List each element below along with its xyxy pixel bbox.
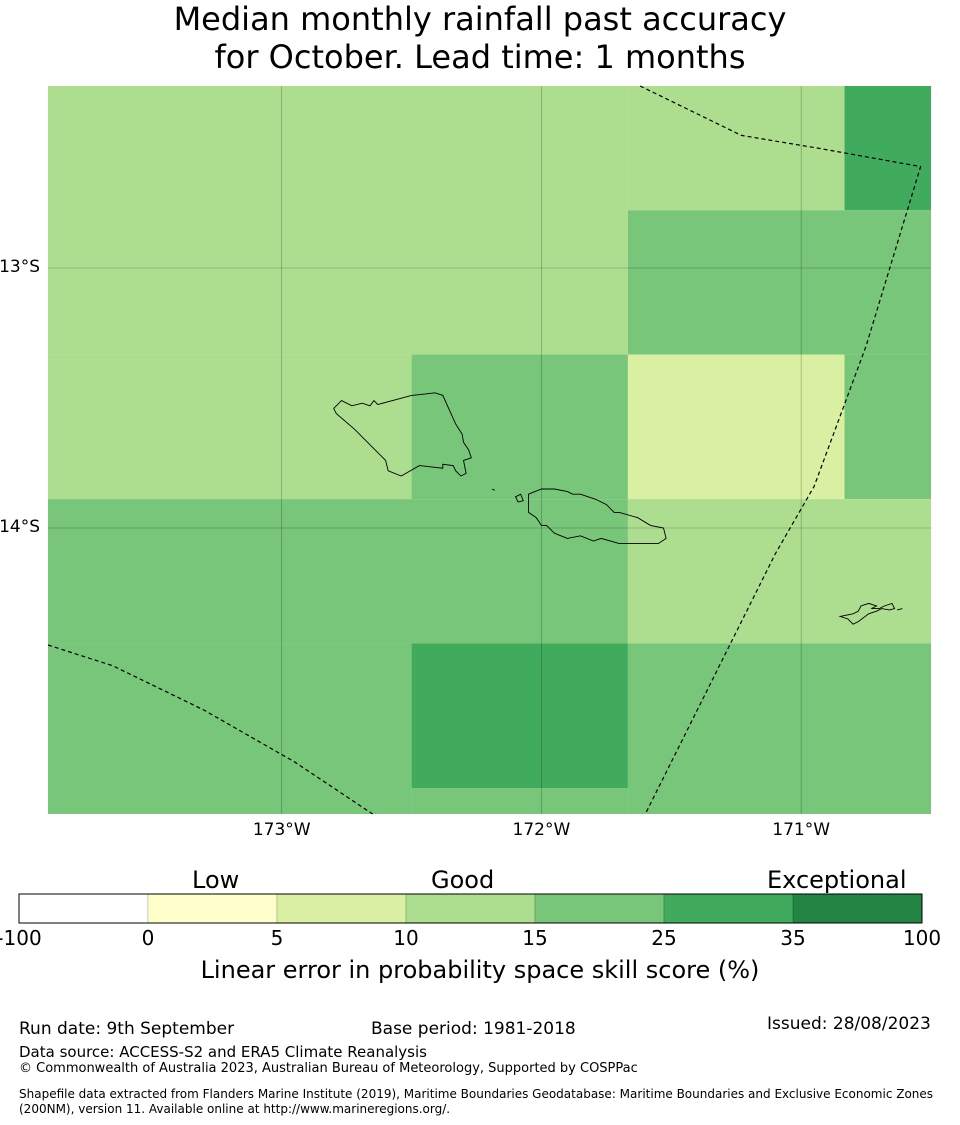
colorbar-swatch-0 [18,893,149,924]
shapefile-credit-line-1: Shapefile data extracted from Flanders M… [19,1087,934,1101]
colorbar-swatch-3 [405,893,536,924]
skill-cell-11 [411,643,628,788]
skill-cell-3 [627,210,931,355]
colorbar-swatch-2 [276,893,407,924]
eez-boundaries [47,85,922,815]
skill-cell-5 [411,354,628,500]
skill-cell-2 [844,86,931,211]
skill-cell-7 [844,354,931,500]
island-aunuu [897,608,903,611]
skill-cell-4 [48,354,412,500]
colorbar-tick-label: 35 [780,926,806,950]
colorbar-tick-label: 0 [141,926,155,950]
skill-grid [48,86,931,814]
skill-cell-12 [411,788,628,814]
island-apolima [514,493,524,503]
skill-cell-13 [627,643,931,814]
lon-tick-171w: 171°W [772,820,831,840]
colorbar-category-good: Good [431,866,495,894]
title-line-1: Median monthly rainfall past accuracy [173,0,787,38]
colorbar-tick-label: 15 [522,926,548,950]
colorbar-tick-label: 25 [651,926,677,950]
skill-cell-1 [627,86,845,211]
colorbar-tick-label: 100 [902,926,942,950]
skill-cell-9 [627,499,931,644]
skill-cell-8 [48,499,628,644]
colorbar-category-low: Low [192,866,240,894]
eez-boundary-1 [47,644,373,815]
lon-tick-172w: 172°W [512,820,571,840]
island-upolu [528,488,667,545]
graticule [48,86,931,814]
issued-date: Issued: 28/08/2023 [767,1014,931,1034]
shapefile-credit-line-2: (200NM), version 11. Available online at… [19,1102,451,1116]
skill-cell-6 [627,354,845,500]
colorbar-swatch-1 [147,893,278,924]
colorbar-swatch-4 [534,893,665,924]
copyright: © Commonwealth of Australia 2023, Austra… [19,1061,638,1076]
data-source: Data source: ACCESS-S2 and ERA5 Climate … [19,1043,427,1061]
island-savaii [333,392,472,477]
colorbar-label: Linear error in probability space skill … [200,956,760,984]
colorbar-tick-label: 10 [393,926,419,950]
skill-cell-10 [48,643,412,814]
skill-cell-0 [48,86,628,355]
base-period: Base period: 1981-2018 [371,1019,576,1039]
skill-map [47,85,931,815]
colorbar-category-exceptional: Exceptional [767,866,907,894]
lat-tick-13s: 13°S [0,257,40,277]
colorbar-swatch-6 [792,893,923,924]
title-line-2: for October. Lead time: 1 months [214,38,746,76]
colorbar-tick-label: -100 [0,926,42,950]
lon-tick-173w: 173°W [252,820,311,840]
colorbar-frame [18,893,923,924]
lat-tick-14s: 14°S [0,517,40,537]
run-date: Run date: 9th September [19,1019,235,1039]
colorbar [18,893,923,924]
island-tutuila [838,602,896,625]
colorbar-swatch-5 [663,893,794,924]
colorbar-tick-label: 5 [270,926,284,950]
map-title: Median monthly rainfall past accuracy fo… [0,0,960,76]
island-manono [491,488,495,491]
coastlines [333,392,903,625]
